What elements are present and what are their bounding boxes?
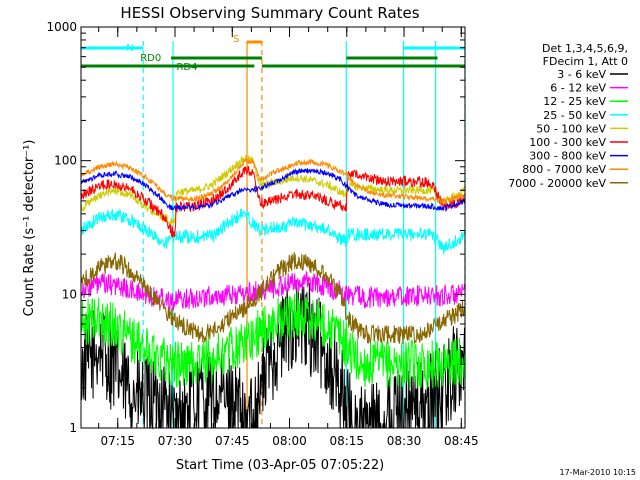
y-tick-label: 10 (62, 287, 77, 301)
legend-header: FDecim 1, Att 0 (543, 55, 628, 68)
legend-entry-label: 100 - 300 keV (529, 136, 606, 149)
y-axis-label: Count Rate (s⁻¹ detector⁻¹) (22, 140, 37, 317)
y-tick-label: 100 (54, 154, 77, 168)
data-series (80, 154, 466, 430)
plot-frame (80, 26, 466, 429)
series-line (80, 251, 466, 344)
y-tick-label: 1 (69, 421, 77, 435)
legend-entry-label: 800 - 7000 keV (522, 163, 606, 176)
x-tick-label: 08:30 (387, 434, 422, 448)
legend-entry-label: 7000 - 20000 keV (508, 177, 606, 190)
legend-entry-label: 300 - 800 keV (529, 150, 606, 163)
x-axis-label: Start Time (03-Apr-05 07:05:22) (176, 458, 384, 473)
footer-timestamp: 17-Mar-2010 10:15 (560, 468, 637, 477)
legend-entry-label: 3 - 6 keV (557, 68, 606, 81)
legend-entry-label: 50 - 100 keV (536, 122, 606, 135)
x-tick-label: 07:15 (100, 434, 135, 448)
series-line (80, 154, 466, 225)
legend-entry-label: 6 - 12 keV (550, 82, 606, 95)
axes: 1 10 100 1000 07:15 07:30 07:45 08:00 08:15 08:30… (46, 20, 478, 448)
series-line (80, 158, 466, 205)
flag-bars: N RD0 RD4 S (81, 34, 465, 73)
legend-header: Det 1,3,4,5,6,9, (542, 42, 628, 55)
flag-label: N (126, 43, 133, 54)
series-line (80, 291, 466, 389)
x-tick-label: 08:15 (329, 434, 364, 448)
legend-entry-label: 25 - 50 keV (543, 109, 606, 122)
legend: Det 1,3,4,5,6,9,FDecim 1, Att 03 - 6 keV… (508, 42, 628, 190)
x-tick-label: 07:30 (158, 434, 193, 448)
series-line (80, 167, 466, 212)
chart-title: HESSI Observing Summary Count Rates (120, 4, 419, 22)
series-line (80, 165, 466, 239)
legend-entry-label: 12 - 25 keV (543, 95, 606, 108)
x-tick-label: 08:45 (444, 434, 479, 448)
flag-label: RD0 (140, 53, 161, 64)
x-tick-label: 07:45 (215, 434, 250, 448)
y-tick-label: 1000 (46, 20, 77, 34)
flag-label: RD4 (176, 62, 197, 73)
flag-label: S (233, 34, 239, 45)
x-tick-label: 08:00 (272, 434, 307, 448)
series-line (80, 208, 466, 255)
